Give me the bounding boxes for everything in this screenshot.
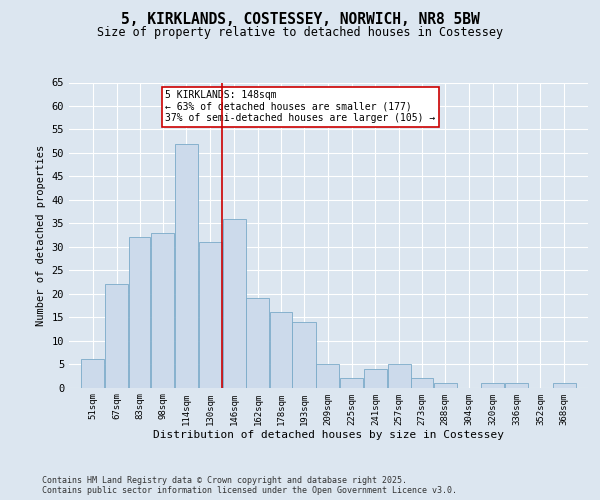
X-axis label: Distribution of detached houses by size in Costessey: Distribution of detached houses by size … [153, 430, 504, 440]
Bar [151, 232, 174, 388]
Bar [434, 383, 457, 388]
Bar [270, 312, 292, 388]
Bar [223, 218, 245, 388]
Bar [553, 383, 576, 388]
Bar [105, 284, 128, 388]
Bar [292, 322, 316, 388]
Bar [175, 144, 198, 388]
Bar [340, 378, 363, 388]
Bar [129, 238, 151, 388]
Bar [81, 360, 104, 388]
Text: 5 KIRKLANDS: 148sqm
← 63% of detached houses are smaller (177)
37% of semi-detac: 5 KIRKLANDS: 148sqm ← 63% of detached ho… [165, 90, 435, 124]
Bar [199, 242, 222, 388]
Y-axis label: Number of detached properties: Number of detached properties [36, 144, 46, 326]
Text: Size of property relative to detached houses in Costessey: Size of property relative to detached ho… [97, 26, 503, 39]
Bar [481, 383, 505, 388]
Bar [388, 364, 410, 388]
Bar [247, 298, 269, 388]
Bar [505, 383, 528, 388]
Bar [412, 378, 433, 388]
Bar [316, 364, 339, 388]
Bar [364, 368, 387, 388]
Text: Contains HM Land Registry data © Crown copyright and database right 2025.
Contai: Contains HM Land Registry data © Crown c… [42, 476, 457, 495]
Text: 5, KIRKLANDS, COSTESSEY, NORWICH, NR8 5BW: 5, KIRKLANDS, COSTESSEY, NORWICH, NR8 5B… [121, 12, 479, 28]
